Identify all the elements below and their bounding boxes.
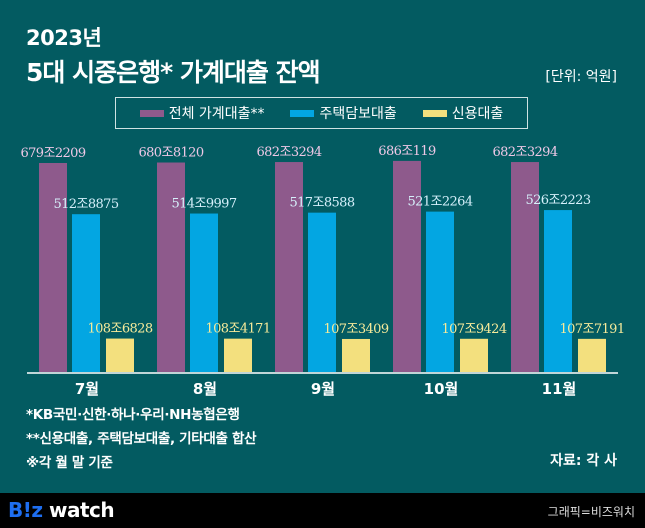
data-label-mortgage: 512조8875 xyxy=(53,197,118,212)
data-label-credit: 108조6828 xyxy=(87,322,152,337)
logo-watch: watch xyxy=(48,498,115,522)
data-label-total: 680조8120 xyxy=(138,146,203,161)
source-label: 자료: 각 사 xyxy=(550,453,617,469)
legend-item-mortgage: 주택담보대출 xyxy=(290,103,397,123)
bar-mortgage xyxy=(544,210,572,372)
data-label-total: 682조3294 xyxy=(256,145,321,160)
legend-swatch-total xyxy=(139,109,164,117)
bar-mortgage xyxy=(190,213,218,372)
data-label-total: 679조2209 xyxy=(20,146,85,161)
x-tick-label: 9월 xyxy=(311,380,335,398)
graphic-credit: 그래픽=비즈워치 xyxy=(547,505,635,519)
bar-credit xyxy=(342,338,370,372)
data-label-mortgage: 526조2223 xyxy=(525,193,590,208)
legend-swatch-credit xyxy=(422,109,447,117)
bar-chart: 679조2209 512조8875 108조6828 7월 680조8120 514조99… xyxy=(20,144,625,398)
legend-item-credit: 신용대출 xyxy=(422,103,504,123)
data-label-credit: 107조7191 xyxy=(559,322,624,337)
bar-total xyxy=(393,160,421,372)
bar-credit xyxy=(578,338,606,372)
legend-label-credit: 신용대출 xyxy=(451,106,504,122)
data-label-mortgage: 514조9997 xyxy=(171,197,236,212)
x-tick-label: 11월 xyxy=(542,380,577,398)
bar-total xyxy=(157,162,185,372)
chart-year: 2023년 xyxy=(26,26,102,50)
bar-credit xyxy=(224,338,252,372)
bar-total xyxy=(275,162,303,372)
bar-mortgage xyxy=(308,212,336,372)
x-tick-label: 10월 xyxy=(424,380,459,398)
data-label-mortgage: 517조8588 xyxy=(289,196,354,211)
data-label-credit: 107조3409 xyxy=(323,322,388,337)
x-tick-label: 8월 xyxy=(193,380,217,398)
data-label-credit: 108조4171 xyxy=(205,322,270,337)
logo-biz: B!z xyxy=(8,498,43,522)
bar-mortgage xyxy=(426,211,454,372)
footnote-total-definition: **신용대출, 주택담보대출, 기타대출 합산 xyxy=(26,431,257,447)
footnote-basis: ※각 월 말 기준 xyxy=(26,455,113,471)
legend-item-total: 전체 가계대출** xyxy=(139,103,265,123)
data-label-total: 686조119 xyxy=(378,144,436,159)
legend-label-total: 전체 가계대출** xyxy=(168,106,265,122)
footnote-banks: *KB국민·신한·하나·우리·NH농협은행 xyxy=(26,407,240,423)
footer-bar: B!z watch 그래픽=비즈워치 xyxy=(0,493,645,528)
bar-credit xyxy=(106,338,134,372)
legend-label-mortgage: 주택담보대출 xyxy=(319,106,397,122)
data-label-credit: 107조9424 xyxy=(441,322,506,337)
bar-total xyxy=(39,163,67,372)
x-tick-label: 7월 xyxy=(75,380,99,398)
bar-credit xyxy=(460,338,488,372)
data-label-mortgage: 521조2264 xyxy=(407,195,472,210)
bar-total xyxy=(511,162,539,372)
chart-title: 5대 시중은행* 가계대출 잔액 xyxy=(26,58,321,87)
bizwatch-logo: B!z watch xyxy=(8,498,115,522)
data-label-total: 682조3294 xyxy=(492,145,557,160)
unit-label: [단위: 억원] xyxy=(545,69,617,85)
bar-mortgage xyxy=(72,214,100,372)
legend: 전체 가계대출** 주택담보대출 신용대출 xyxy=(115,97,528,129)
legend-swatch-mortgage xyxy=(290,109,315,117)
